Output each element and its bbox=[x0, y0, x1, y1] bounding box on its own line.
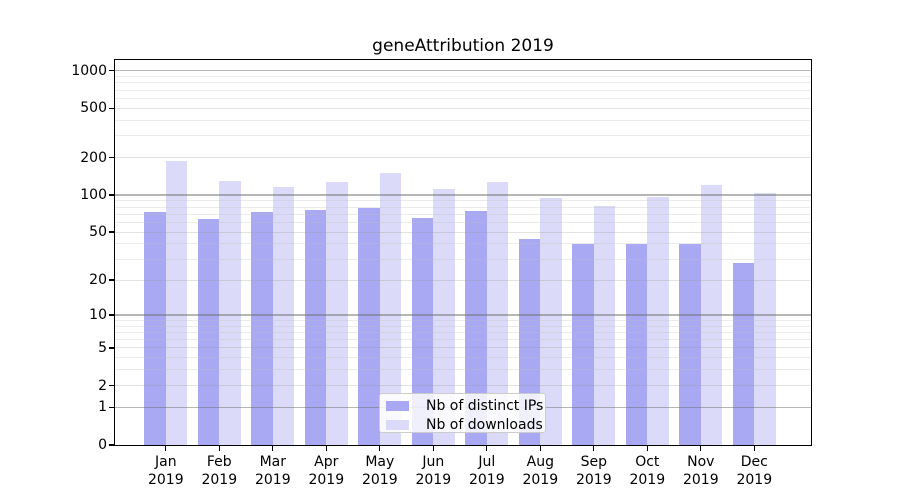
x-tick bbox=[325, 445, 327, 451]
bar-downloads-jul bbox=[486, 181, 509, 445]
y-tick-label: 50 bbox=[89, 224, 107, 241]
bar-downloads-jan bbox=[165, 160, 188, 445]
bar-distinct-ips-mar bbox=[251, 211, 273, 445]
x-tick-label: Jun 2019 bbox=[415, 454, 452, 488]
legend-item-distinct-ips: Nb of distinct IPs bbox=[380, 397, 545, 415]
y-tick bbox=[109, 70, 115, 72]
bar-downloads-oct bbox=[647, 196, 669, 445]
y-tick bbox=[109, 347, 115, 349]
bar-distinct-ips-nov bbox=[679, 243, 701, 445]
bar-downloads-feb bbox=[219, 180, 241, 445]
bar-downloads-mar bbox=[272, 186, 295, 445]
y-tick bbox=[109, 231, 115, 233]
x-tick-label: Dec 2019 bbox=[736, 454, 773, 488]
bar-distinct-ips-oct bbox=[625, 243, 648, 445]
x-tick-label: May 2019 bbox=[361, 454, 398, 488]
y-tick-label: 500 bbox=[80, 100, 107, 117]
x-tick bbox=[165, 445, 167, 451]
y-tick bbox=[109, 314, 115, 316]
bar-distinct-ips-feb bbox=[197, 218, 220, 445]
bar-distinct-ips-jun bbox=[411, 218, 434, 445]
bar-distinct-ips-apr bbox=[304, 209, 327, 445]
legend-swatch-distinct-ips bbox=[386, 401, 409, 411]
x-tick bbox=[646, 445, 648, 451]
bar-distinct-ips-sep bbox=[572, 243, 594, 445]
bar-downloads-aug bbox=[540, 198, 562, 445]
x-tick-label: Feb 2019 bbox=[201, 454, 238, 488]
legend-label-downloads: Nb of downloads bbox=[426, 417, 543, 433]
bar-downloads-may bbox=[379, 172, 402, 445]
x-tick bbox=[539, 445, 541, 451]
x-tick bbox=[218, 445, 220, 451]
x-tick bbox=[593, 445, 595, 451]
bar-downloads-dec bbox=[754, 192, 776, 445]
x-tick-label: Jan 2019 bbox=[147, 454, 184, 488]
bar-downloads-sep bbox=[593, 205, 616, 445]
y-tick-label: 100 bbox=[80, 187, 107, 204]
bar-downloads-nov bbox=[700, 185, 723, 445]
y-tick bbox=[109, 444, 115, 446]
chart-title: geneAttribution 2019 bbox=[372, 36, 554, 56]
y-tick-label: 1000 bbox=[71, 62, 107, 79]
y-tick-label: 10 bbox=[89, 307, 107, 324]
legend-label-distinct-ips: Nb of distinct IPs bbox=[426, 398, 544, 414]
y-tick-label: 0 bbox=[98, 437, 107, 453]
legend-swatch-downloads bbox=[386, 420, 409, 430]
y-tick bbox=[109, 107, 115, 109]
x-tick bbox=[700, 445, 702, 451]
x-tick bbox=[753, 445, 755, 451]
y-tick bbox=[109, 406, 115, 409]
y-tick bbox=[109, 194, 115, 196]
y-tick bbox=[109, 157, 115, 159]
bar-distinct-ips-jan bbox=[144, 211, 166, 445]
plot-area: Nb of distinct IPs Nb of downloads bbox=[114, 59, 812, 446]
bar-distinct-ips-dec bbox=[732, 262, 755, 445]
legend: Nb of distinct IPs Nb of downloads bbox=[379, 393, 546, 433]
x-tick-label: Aug 2019 bbox=[522, 454, 559, 488]
x-tick-label: Apr 2019 bbox=[308, 454, 345, 488]
x-tick-label: Sep 2019 bbox=[575, 454, 612, 488]
y-tick-label: 2 bbox=[98, 377, 107, 394]
bar-distinct-ips-may bbox=[358, 207, 380, 445]
x-tick-label: Oct 2019 bbox=[629, 454, 666, 488]
y-tick-label: 5 bbox=[98, 339, 107, 356]
y-tick-label: 200 bbox=[80, 149, 107, 166]
x-tick bbox=[379, 445, 381, 451]
bar-downloads-jun bbox=[433, 188, 455, 445]
y-tick-label: 1 bbox=[98, 399, 107, 416]
legend-item-downloads: Nb of downloads bbox=[380, 416, 545, 434]
x-tick bbox=[432, 445, 434, 451]
x-tick-label: Jul 2019 bbox=[468, 454, 505, 488]
y-tick bbox=[109, 279, 115, 281]
x-tick-label: Nov 2019 bbox=[682, 454, 719, 488]
y-tick bbox=[109, 384, 115, 387]
y-tick-label: 20 bbox=[89, 272, 107, 289]
x-tick-label: Mar 2019 bbox=[254, 454, 291, 488]
bar-downloads-apr bbox=[326, 181, 348, 445]
bars-layer bbox=[115, 60, 811, 445]
bar-distinct-ips-jul bbox=[465, 211, 487, 445]
x-tick bbox=[486, 445, 488, 451]
x-tick bbox=[272, 445, 274, 451]
